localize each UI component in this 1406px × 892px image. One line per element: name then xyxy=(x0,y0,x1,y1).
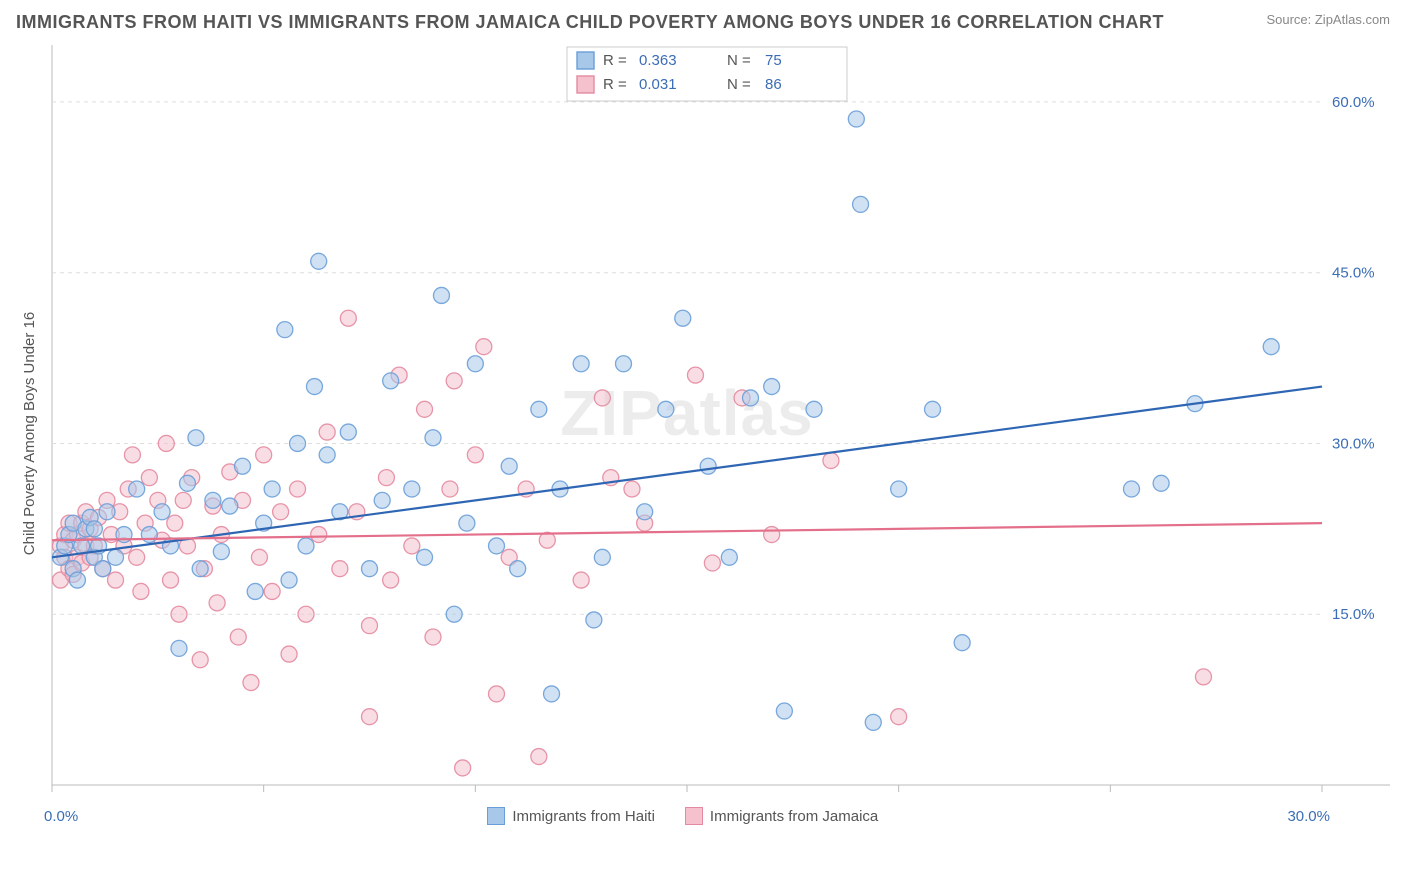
chart-header: IMMIGRANTS FROM HAITI VS IMMIGRANTS FROM… xyxy=(16,12,1390,33)
chart-title: IMMIGRANTS FROM HAITI VS IMMIGRANTS FROM… xyxy=(16,12,1164,33)
x-axis-max-label: 30.0% xyxy=(1287,808,1330,825)
svg-text:R =: R = xyxy=(603,52,627,69)
chart-wrap: Child Poverty Among Boys Under 16 15.0% 3… xyxy=(16,41,1390,825)
plot-container: 15.0%30.0%45.0%60.0%ZIPatlasR =0.363N =7… xyxy=(44,41,1390,825)
svg-text:0.031: 0.031 xyxy=(639,76,677,93)
legend-swatch-icon xyxy=(487,807,505,825)
x-axis-min-label: 0.0% xyxy=(44,808,78,825)
svg-text:15.0%: 15.0% xyxy=(1332,606,1375,623)
svg-text:N =: N = xyxy=(727,52,751,69)
legend-item-haiti: Immigrants from Haiti xyxy=(487,807,655,825)
svg-text:0.363: 0.363 xyxy=(639,52,677,69)
svg-text:R =: R = xyxy=(603,76,627,93)
series-legend: Immigrants from Haiti Immigrants from Ja… xyxy=(487,807,878,825)
scatter-plot: 15.0%30.0%45.0%60.0%ZIPatlasR =0.363N =7… xyxy=(44,41,1390,801)
svg-text:N =: N = xyxy=(727,76,751,93)
legend-item-jamaica: Immigrants from Jamaica xyxy=(685,807,878,825)
x-axis-legend-row: 0.0% Immigrants from Haiti Immigrants fr… xyxy=(44,807,1390,825)
svg-text:45.0%: 45.0% xyxy=(1332,265,1375,282)
svg-text:30.0%: 30.0% xyxy=(1332,435,1375,452)
svg-text:86: 86 xyxy=(765,76,782,93)
legend-label: Immigrants from Haiti xyxy=(512,808,655,825)
svg-text:60.0%: 60.0% xyxy=(1332,94,1375,111)
svg-text:75: 75 xyxy=(765,52,782,69)
legend-swatch-icon xyxy=(685,807,703,825)
y-axis-label: Child Poverty Among Boys Under 16 xyxy=(22,311,39,554)
chart-source: Source: ZipAtlas.com xyxy=(1266,12,1390,27)
y-axis-label-wrap: Child Poverty Among Boys Under 16 xyxy=(16,41,44,825)
legend-label: Immigrants from Jamaica xyxy=(710,808,878,825)
